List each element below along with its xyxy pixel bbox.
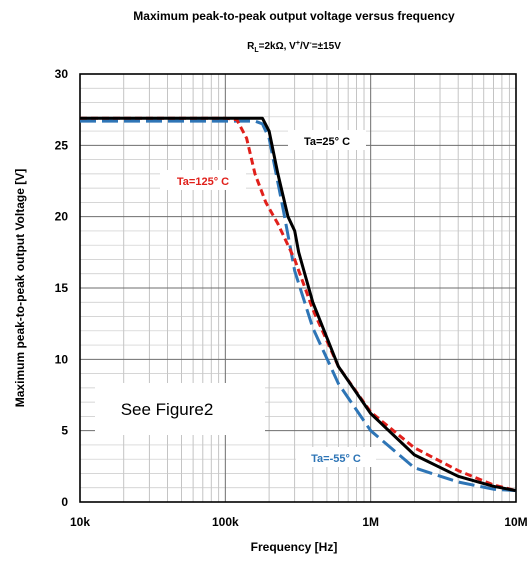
x-tick-labels: 10k 100k 1M 10M [70, 515, 528, 529]
y-tick-label: 30 [55, 67, 69, 81]
y-tick-labels: 0 5 10 15 20 25 30 [55, 67, 69, 509]
subtitle-middle: =2kΩ, V [259, 41, 297, 52]
annotation-ta-125-bg [160, 170, 246, 190]
annotation-ta-m55: Ta=-55° C [296, 447, 376, 467]
subtitle-slash: /V [300, 41, 310, 52]
subtitle-sup2: - [309, 40, 312, 47]
series-line-ta-55-c [80, 119, 517, 493]
annotation-see-figure: See Figure2 [95, 383, 265, 435]
x-tick-label: 1M [362, 515, 379, 529]
chart-title: Maximum peak-to-peak output voltage vers… [133, 9, 455, 23]
subtitle-prefix: R [247, 41, 255, 52]
series-layer [80, 116, 517, 493]
y-axis-label: Maximum peak-to-peak output Voltage [V] [13, 169, 27, 407]
y-tick-label: 5 [61, 424, 68, 438]
annotation-ta-25-text: Ta=25° C [304, 136, 350, 148]
annotation-ta-m55-bg [296, 447, 376, 467]
chart-subtitle: RL=2kΩ, V+/V-=±15V [247, 40, 341, 54]
y-tick-label: 0 [61, 495, 68, 509]
annotation-ta-125: Ta=125° C [160, 170, 246, 190]
y-tick-label: 20 [55, 210, 69, 224]
subtitle-sub: L [254, 47, 259, 54]
series-line-ta-25-c [80, 116, 517, 493]
subtitle-suffix: =±15V [312, 41, 341, 52]
y-tick-label: 25 [55, 138, 69, 152]
x-tick-label: 10k [70, 515, 90, 529]
plot-frame [79, 73, 517, 503]
x-axis-label: Frequency [Hz] [251, 540, 338, 554]
plot-frame-layer [79, 73, 517, 503]
annotation-ta-125-text: Ta=125° C [177, 176, 229, 188]
annotation-ta-m55-text: Ta=-55° C [311, 453, 361, 465]
annotation-ta-25: Ta=25° C [288, 130, 366, 150]
y-tick-label: 15 [55, 281, 69, 295]
subtitle-sup1: + [296, 40, 300, 47]
annotation-see-figure-text: See Figure2 [121, 400, 214, 419]
annotation-see-figure-bg [95, 383, 265, 435]
annotation-ta-25-bg [288, 130, 366, 150]
series-line-ta-125-c [80, 116, 517, 493]
x-tick-label: 10M [504, 515, 527, 529]
y-tick-label: 10 [55, 352, 69, 366]
x-tick-label: 100k [212, 515, 239, 529]
